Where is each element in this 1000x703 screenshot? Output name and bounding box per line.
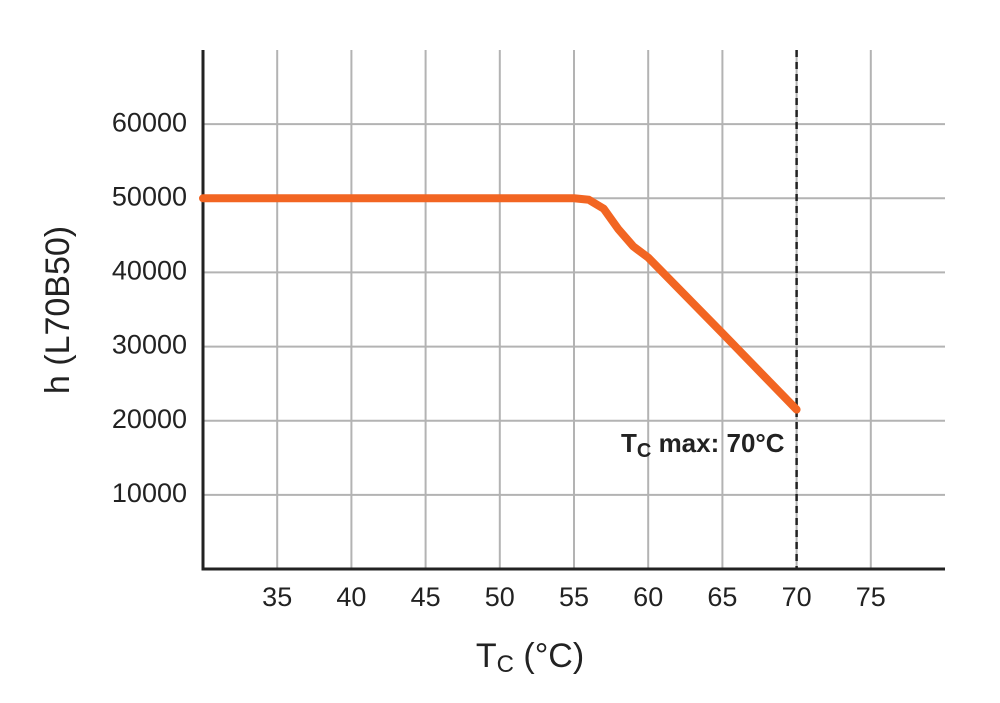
y-axis-label: h (L70B50)	[39, 226, 77, 394]
x-tick-label: 45	[411, 582, 441, 612]
x-tick-label: 65	[707, 582, 737, 612]
annotation-rest: max: 70°C	[651, 428, 784, 458]
y-tick-label: 60000	[112, 107, 187, 137]
y-tick-label: 10000	[112, 478, 187, 508]
x-tick-label: 55	[559, 582, 589, 612]
x-label-rest: (°C)	[514, 637, 584, 675]
x-tick-label: 60	[633, 582, 663, 612]
x-tick-label: 50	[485, 582, 515, 612]
x-tick-label: 75	[856, 582, 886, 612]
y-tick-label: 50000	[112, 181, 187, 211]
x-label-sub: C	[497, 651, 514, 678]
annotation-sub: C	[637, 440, 651, 462]
annotation: TC max: 70°C	[621, 428, 785, 462]
y-tick-label: 40000	[112, 256, 187, 286]
data-line	[199, 194, 801, 414]
y-tick-label: 20000	[112, 404, 187, 434]
x-tick-label: 70	[782, 582, 812, 612]
x-tick-label: 35	[262, 582, 292, 612]
x-label-main: T	[476, 637, 497, 675]
x-axis-label: TC (°C)	[476, 637, 584, 678]
y-tick-label: 30000	[112, 330, 187, 360]
x-tick-label: 40	[336, 582, 366, 612]
annotation-main: T	[621, 428, 637, 458]
